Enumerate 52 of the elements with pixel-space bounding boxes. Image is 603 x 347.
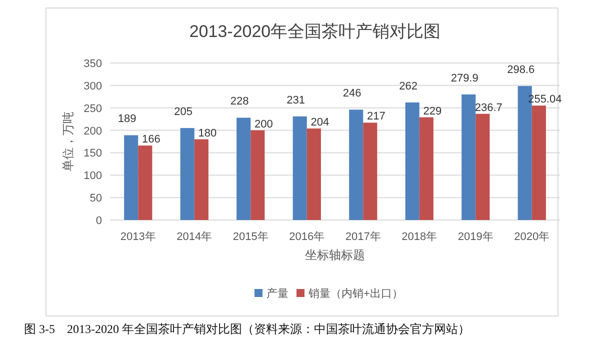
bar (138, 146, 152, 220)
bar (250, 130, 265, 220)
y-tick-label: 350 (84, 58, 102, 70)
y-tick-label: 150 (84, 148, 102, 160)
data-label: 298.6 (507, 64, 535, 76)
data-label: 180 (198, 127, 217, 140)
data-label: 166 (142, 134, 160, 146)
caption: 图 3-5 2013-2020 年全国茶叶产销对比图（资料来源：中国茶叶流通协会官方网站） (24, 322, 470, 336)
bar (532, 106, 546, 220)
x-tick-label: 2016年 (289, 231, 325, 243)
y-tick-label: 50 (90, 192, 102, 205)
x-tick-label: 2013年 (120, 231, 156, 243)
x-tick-label: 2019年 (458, 231, 494, 243)
chart-title: 2013-2020年全国茶叶产销对比图 (189, 22, 441, 41)
y-axis-title: 单位，万吨 (61, 112, 75, 172)
bar (124, 135, 138, 220)
bar (180, 128, 194, 220)
data-label: 231 (286, 94, 306, 106)
x-tick-label: 2014年 (176, 231, 212, 243)
y-tick-label: 100 (84, 170, 102, 182)
bar (363, 122, 378, 220)
x-tick-label: 2020年 (514, 231, 550, 243)
legend-label: 销量（内销+出口） (308, 287, 403, 300)
data-label: 189 (118, 113, 136, 126)
bar (194, 139, 208, 220)
bar (306, 128, 321, 220)
data-label: 228 (230, 96, 249, 108)
x-tick-label: 2015年 (232, 231, 268, 243)
bar (236, 118, 251, 220)
data-label: 205 (174, 106, 193, 118)
bar (419, 117, 434, 220)
bar (292, 116, 307, 220)
y-tick-label: 250 (84, 102, 102, 115)
y-tick-label: 0 (96, 215, 102, 227)
bar (476, 114, 490, 220)
data-label: 229 (423, 105, 442, 118)
data-label: 204 (310, 116, 330, 128)
x-tick-label: 2018年 (402, 231, 438, 243)
bar (462, 94, 476, 220)
x-axis-title: 坐标轴标题 (305, 248, 365, 262)
data-label: 279.9 (450, 72, 478, 84)
data-label: 200 (254, 118, 273, 130)
y-tick-label: 300 (84, 80, 102, 92)
y-tick-label: 200 (84, 125, 102, 138)
x-tick-label: 2017年 (345, 231, 381, 243)
data-label: 262 (399, 80, 418, 92)
data-label: 217 (366, 110, 386, 123)
bar (349, 110, 364, 220)
legend-label: 产量 (266, 287, 288, 300)
data-label: 236.7 (474, 102, 502, 114)
bar (405, 102, 420, 220)
data-label: 246 (342, 88, 362, 100)
